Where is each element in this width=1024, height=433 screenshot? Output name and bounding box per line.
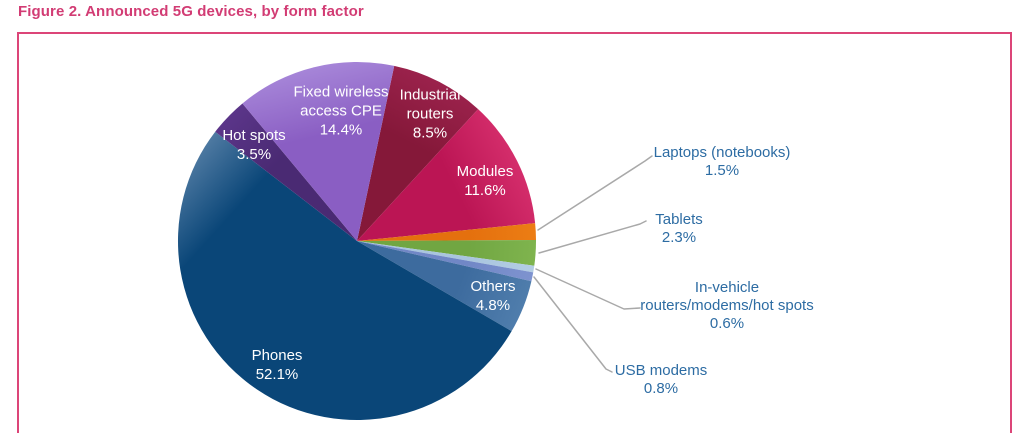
figure-title: Figure 2. Announced 5G devices, by form … bbox=[18, 3, 364, 20]
chart-panel bbox=[17, 32, 1012, 433]
